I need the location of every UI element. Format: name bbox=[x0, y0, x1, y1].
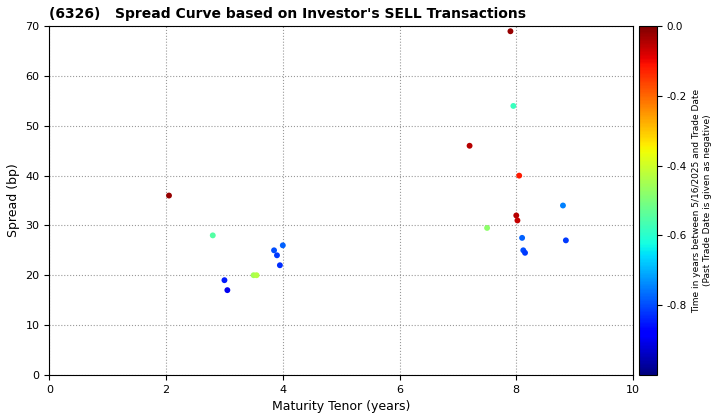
Point bbox=[519, 249, 531, 256]
Point bbox=[274, 262, 286, 269]
Point bbox=[219, 277, 230, 284]
Point bbox=[482, 225, 493, 231]
Point bbox=[207, 232, 219, 239]
Point bbox=[512, 217, 523, 224]
Point bbox=[251, 272, 262, 278]
Y-axis label: Time in years between 5/16/2025 and Trade Date
(Past Trade Date is given as nega: Time in years between 5/16/2025 and Trad… bbox=[692, 89, 711, 312]
Text: (6326)   Spread Curve based on Investor's SELL Transactions: (6326) Spread Curve based on Investor's … bbox=[50, 7, 526, 21]
Point bbox=[560, 237, 572, 244]
Point bbox=[269, 247, 280, 254]
Y-axis label: Spread (bp): Spread (bp) bbox=[7, 164, 20, 237]
Point bbox=[464, 142, 475, 149]
Point bbox=[518, 247, 529, 254]
Point bbox=[505, 28, 516, 34]
Point bbox=[510, 212, 522, 219]
Point bbox=[163, 192, 175, 199]
Point bbox=[513, 172, 525, 179]
Point bbox=[248, 272, 259, 278]
Point bbox=[222, 287, 233, 294]
Point bbox=[557, 202, 569, 209]
Point bbox=[277, 242, 289, 249]
Point bbox=[516, 234, 528, 241]
Point bbox=[271, 252, 283, 259]
Point bbox=[508, 102, 519, 109]
X-axis label: Maturity Tenor (years): Maturity Tenor (years) bbox=[272, 400, 410, 413]
